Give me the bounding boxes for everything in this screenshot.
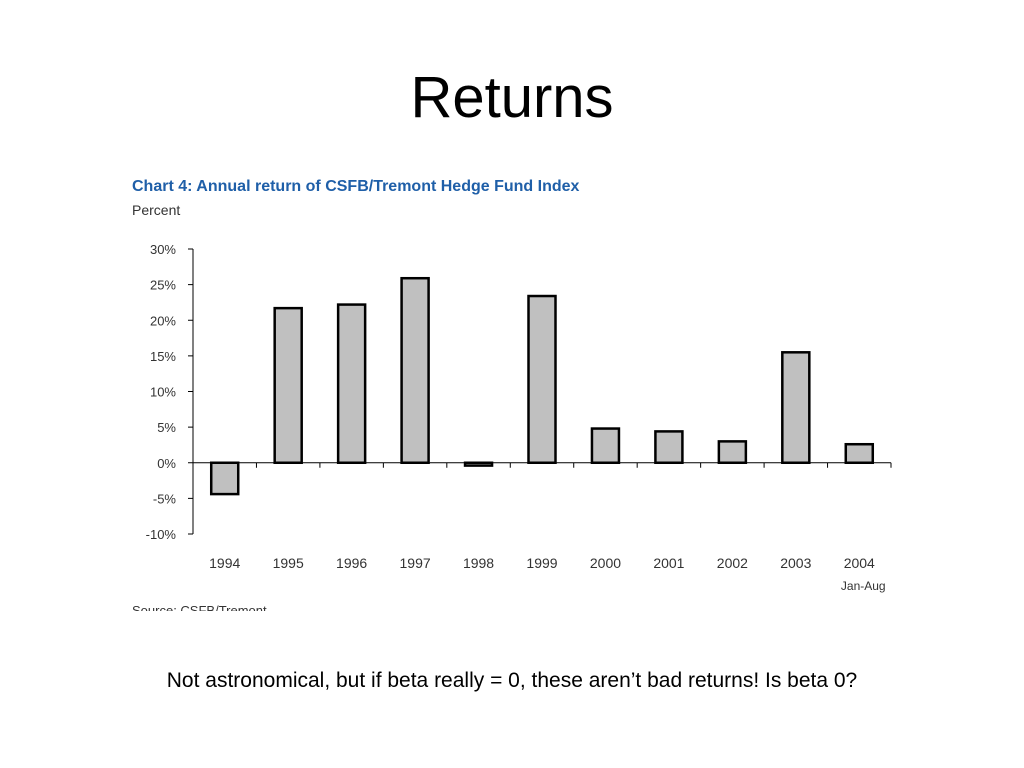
bar-1994 [209,461,240,496]
slide-caption: Not astronomical, but if beta really = 0… [166,669,858,692]
x-tick-label: 2002 [717,555,748,571]
x-tick-sublabel: Jan-Aug [841,579,886,593]
chart-title: Chart 4: Annual return of CSFB/Tremont H… [132,178,580,195]
x-tick-label: 1998 [463,555,494,571]
bar-1997 [400,276,430,464]
y-axis-label: Percent [132,202,180,218]
bar-2004 [844,442,875,465]
y-tick-label: 5% [157,420,176,435]
y-tick-label: -10% [146,527,177,542]
bar-2002 [717,440,748,464]
y-tick-label: 30% [150,242,176,257]
bar-1996 [336,303,367,465]
bar-1998 [463,461,494,467]
y-tick-label: 25% [150,278,176,293]
x-tick-label: 1999 [526,555,557,571]
y-tick-label: 0% [157,456,176,471]
x-tick-label: 2000 [590,555,621,571]
y-tick-label: -5% [153,491,177,506]
bar-2000 [590,427,621,464]
bar-1999 [527,294,557,464]
y-tick-label: 15% [150,349,176,364]
y-tick-label: 20% [150,313,176,328]
bar-2003 [781,351,811,464]
x-tick-label: 2004 [844,555,875,571]
bar-1995 [273,306,303,465]
x-tick-label: 2001 [653,555,684,571]
x-tick-label: 1995 [273,555,304,571]
x-tick-label: 1996 [336,555,367,571]
x-tick-label: 2003 [780,555,811,571]
y-tick-label: 10% [150,385,176,400]
x-tick-label: 1997 [400,555,431,571]
source-note: Source: CSFB/Tremont [132,603,267,618]
bar-2001 [654,430,684,464]
slide-title: Returns [410,65,614,130]
x-tick-label: 1994 [209,555,240,571]
